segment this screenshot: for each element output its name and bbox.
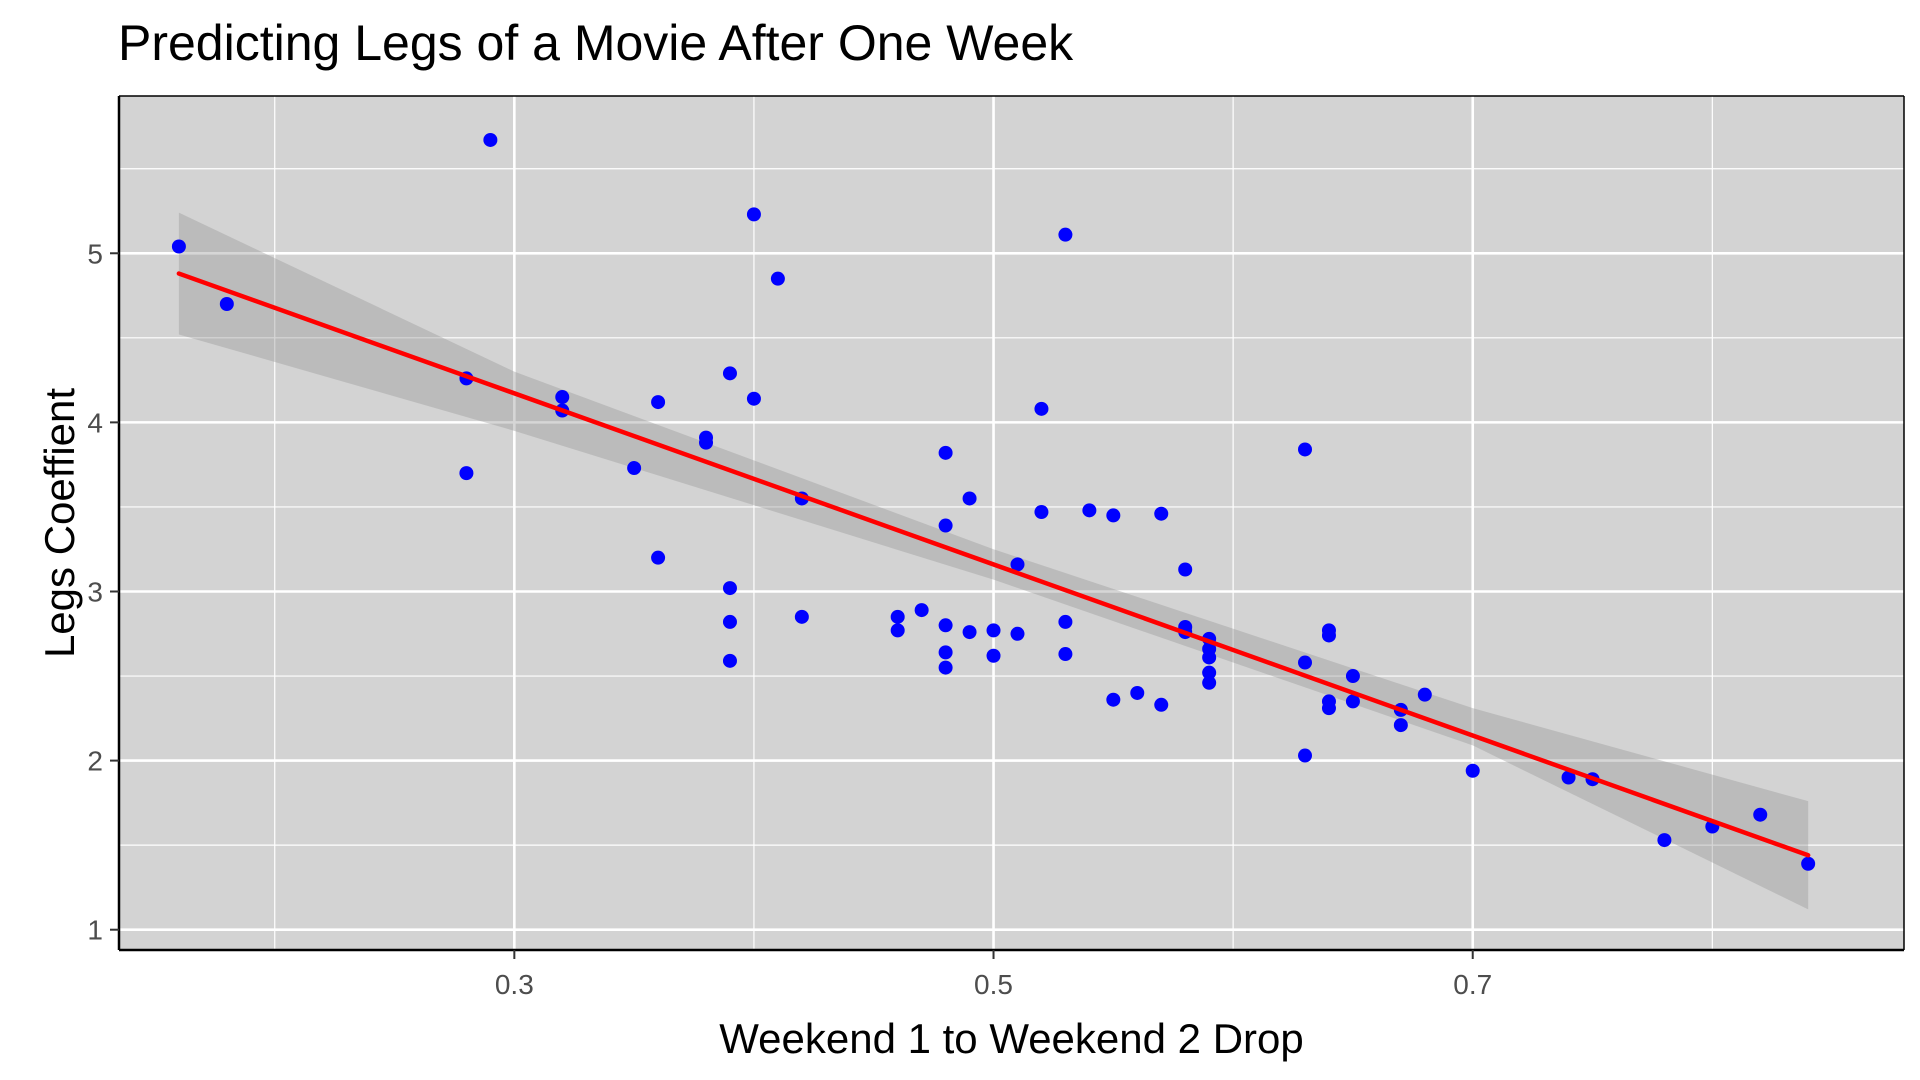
- data-point: [483, 132, 498, 147]
- data-point: [1321, 628, 1336, 643]
- y-axis-title: Legs Coeffient: [36, 387, 83, 659]
- data-point: [962, 491, 977, 506]
- data-point: [722, 581, 737, 596]
- x-tick-label: 0.7: [1453, 969, 1492, 1000]
- data-point: [555, 390, 570, 405]
- data-point: [1058, 647, 1073, 662]
- data-point: [1298, 748, 1313, 763]
- y-tick-label: 2: [87, 746, 103, 777]
- data-point: [986, 623, 1001, 638]
- y-tick-label: 5: [87, 238, 103, 269]
- data-point: [1202, 650, 1217, 665]
- data-point: [1801, 856, 1816, 871]
- data-point: [1657, 833, 1672, 848]
- data-point: [722, 653, 737, 668]
- regression-line: [176, 271, 1811, 858]
- data-point: [1082, 503, 1097, 518]
- data-point: [722, 366, 737, 381]
- data-point: [938, 518, 953, 533]
- x-tick-label: 0.5: [974, 969, 1013, 1000]
- data-point: [699, 435, 714, 450]
- data-point: [627, 461, 642, 476]
- data-point: [1202, 675, 1217, 690]
- data-point: [1345, 694, 1360, 709]
- data-point: [746, 391, 761, 406]
- chart-title: Predicting Legs of a Movie After One Wee…: [118, 15, 1074, 71]
- data-point: [1130, 685, 1145, 700]
- data-point: [1154, 697, 1169, 712]
- data-point: [1058, 227, 1073, 242]
- data-point: [171, 239, 186, 254]
- data-point: [1178, 562, 1193, 577]
- data-point: [459, 466, 474, 481]
- data-point: [962, 625, 977, 640]
- y-axis-ticks: 1 2 3 4 5: [87, 238, 119, 946]
- data-point: [722, 614, 737, 629]
- x-tick-label: 0.3: [495, 969, 534, 1000]
- data-point: [1321, 701, 1336, 716]
- data-point: [1753, 807, 1768, 822]
- data-point: [1034, 505, 1049, 520]
- data-point: [1034, 401, 1049, 416]
- data-point: [914, 603, 929, 618]
- data-point: [1345, 669, 1360, 684]
- data-point: [938, 645, 953, 660]
- x-axis-ticks: 0.3 0.5 0.7: [495, 950, 1492, 1000]
- data-point: [1058, 614, 1073, 629]
- y-tick-label: 4: [87, 407, 103, 438]
- data-point: [938, 445, 953, 460]
- data-point: [1010, 557, 1025, 572]
- data-point: [986, 648, 1001, 663]
- data-point: [1106, 692, 1121, 707]
- data-point: [1561, 770, 1576, 785]
- data-point: [1393, 718, 1408, 733]
- data-point: [1465, 763, 1480, 778]
- data-point: [651, 395, 666, 410]
- axes: [117, 95, 1905, 952]
- data-point: [890, 623, 905, 638]
- data-point: [938, 660, 953, 675]
- data-point: [938, 618, 953, 633]
- data-point: [746, 207, 761, 222]
- data-point: [1010, 626, 1025, 641]
- data-point: [1298, 655, 1313, 670]
- data-point: [890, 609, 905, 624]
- data-point: [1106, 508, 1121, 523]
- data-point: [1417, 687, 1432, 702]
- data-point: [794, 609, 809, 624]
- x-axis-title: Weekend 1 to Weekend 2 Drop: [719, 1015, 1304, 1062]
- major-gridlines: [119, 96, 1904, 950]
- y-tick-label: 1: [87, 915, 103, 946]
- plot-panel: [119, 96, 1904, 950]
- data-point: [219, 297, 234, 312]
- data-point: [770, 271, 785, 286]
- data-point: [651, 550, 666, 565]
- y-tick-label: 3: [87, 576, 103, 607]
- data-point: [1202, 665, 1217, 680]
- confidence-band: [178, 212, 1809, 910]
- data-point: [1298, 442, 1313, 457]
- minor-gridlines: [119, 96, 1904, 950]
- data-point: [1154, 506, 1169, 521]
